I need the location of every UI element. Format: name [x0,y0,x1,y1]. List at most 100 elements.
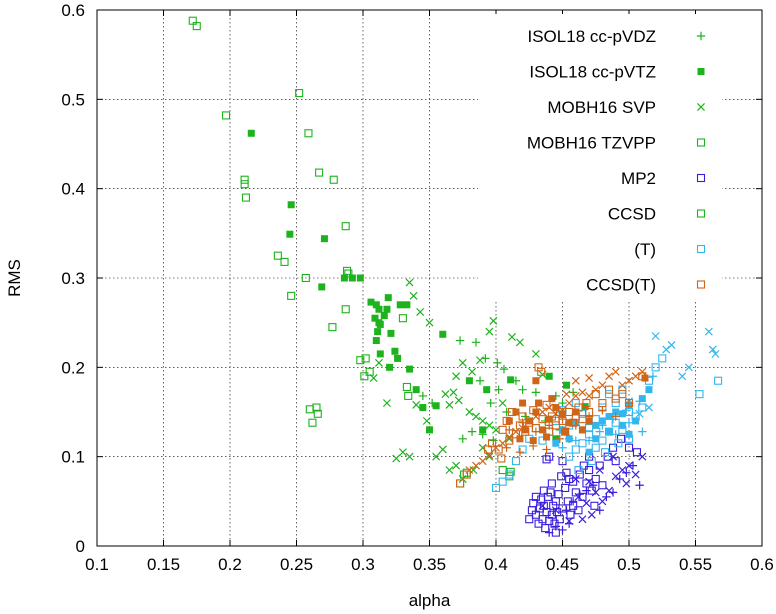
data-point [247,129,255,137]
data-point [631,470,640,479]
data-point [591,390,600,399]
data-point [651,332,660,341]
x-tick-label: 0.45 [546,555,579,574]
data-point [341,222,350,231]
data-point [554,490,563,499]
data-point [611,394,620,403]
data-point [287,201,295,209]
data-point [376,350,384,358]
data-point [386,363,394,371]
data-point [550,519,559,528]
data-point [240,180,249,189]
data-point [241,193,251,202]
data-point [439,330,447,338]
data-point [529,437,537,445]
data-point [616,434,626,443]
data-point [595,466,604,475]
data-point [684,363,693,372]
data-point [455,336,465,345]
data-point [374,328,382,336]
data-point [611,430,620,439]
data-point [624,418,634,427]
data-point [375,305,383,313]
data-point [625,376,633,385]
data-point [519,399,527,407]
data-point [539,426,547,434]
data-point [578,515,587,524]
data-point [412,386,420,394]
data-point [478,457,487,466]
y-tick-label: 0.3 [61,269,85,288]
data-point [483,386,491,394]
data-point [361,354,370,363]
data-point [498,477,507,486]
data-point [591,443,600,452]
legend-marker [696,173,706,183]
data-point [505,470,514,479]
data-point [511,457,521,466]
data-point [545,516,554,526]
data-point [486,398,495,408]
data-point [565,435,573,443]
series-orange-filled [505,374,649,445]
data-point [571,376,580,385]
data-point [545,372,553,380]
data-point [618,421,626,429]
data-point [561,428,569,436]
data-point [531,349,540,358]
data-point [468,367,477,376]
data-point [529,441,538,451]
series-blue-open [525,434,642,537]
legend-marker [696,209,706,218]
y-tick-label: 0 [76,537,85,556]
data-point [565,407,574,417]
data-point [472,412,481,421]
data-point [588,481,598,490]
data-point [340,274,348,282]
data-point [280,257,289,266]
data-point [391,347,399,355]
legend-marker [696,244,706,254]
data-point [614,439,623,448]
data-point [545,415,553,423]
data-point [367,298,375,306]
data-point [585,391,594,400]
data-point [582,399,591,408]
data-point [585,374,594,383]
data-point [369,374,378,383]
data-point [320,235,328,243]
data-point [342,266,352,275]
series-blue-cross [538,452,647,525]
data-point [273,251,282,260]
x-tick-label: 0.55 [679,555,712,574]
data-point [491,483,501,492]
data-point [505,417,513,425]
data-point [467,427,477,436]
data-point [315,168,324,177]
data-point [546,488,555,497]
data-point [587,457,596,466]
data-point [598,497,607,506]
data-point [678,372,687,381]
data-point [558,525,567,535]
data-point [471,338,481,347]
data-point [611,367,620,376]
data-point [565,399,574,408]
data-point [638,367,647,376]
data-point [398,314,407,323]
data-point [541,524,550,533]
data-point [558,398,567,408]
legend-label: MOBH16 TZVPP [527,134,656,153]
data-point [595,427,604,436]
data-point [555,434,565,443]
y-tick-label: 0.5 [61,90,85,109]
data-point [478,416,487,425]
legend-label: MOBH16 SVP [547,98,656,117]
data-point [531,412,540,421]
data-point [502,407,511,417]
data-point [551,506,560,515]
data-point [485,421,494,430]
data-point [628,461,638,470]
data-point [571,436,580,445]
data-point [392,454,401,463]
